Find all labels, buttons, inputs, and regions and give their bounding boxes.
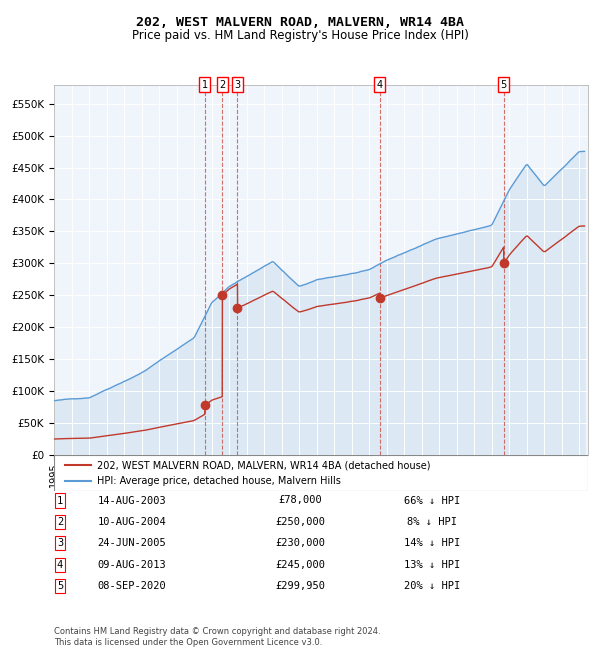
Text: 10-AUG-2004: 10-AUG-2004 — [98, 517, 166, 527]
Text: 1: 1 — [57, 495, 63, 506]
Text: 202, WEST MALVERN ROAD, MALVERN, WR14 4BA: 202, WEST MALVERN ROAD, MALVERN, WR14 4B… — [136, 16, 464, 29]
Text: 3: 3 — [57, 538, 63, 549]
Text: £299,950: £299,950 — [275, 581, 325, 592]
Text: Price paid vs. HM Land Registry's House Price Index (HPI): Price paid vs. HM Land Registry's House … — [131, 29, 469, 42]
Text: 2: 2 — [219, 79, 226, 90]
Text: £230,000: £230,000 — [275, 538, 325, 549]
Text: £78,000: £78,000 — [278, 495, 322, 506]
Text: 3: 3 — [235, 79, 241, 90]
Text: HPI: Average price, detached house, Malvern Hills: HPI: Average price, detached house, Malv… — [97, 476, 341, 486]
Text: £245,000: £245,000 — [275, 560, 325, 570]
Text: 24-JUN-2005: 24-JUN-2005 — [98, 538, 166, 549]
Text: 8% ↓ HPI: 8% ↓ HPI — [407, 517, 457, 527]
Text: Contains HM Land Registry data © Crown copyright and database right 2024.
This d: Contains HM Land Registry data © Crown c… — [54, 627, 380, 647]
Text: 4: 4 — [57, 560, 63, 570]
Text: £250,000: £250,000 — [275, 517, 325, 527]
Text: 09-AUG-2013: 09-AUG-2013 — [98, 560, 166, 570]
Text: 5: 5 — [500, 79, 507, 90]
Text: 202, WEST MALVERN ROAD, MALVERN, WR14 4BA (detached house): 202, WEST MALVERN ROAD, MALVERN, WR14 4B… — [97, 460, 430, 470]
Text: 66% ↓ HPI: 66% ↓ HPI — [404, 495, 460, 506]
FancyBboxPatch shape — [54, 455, 588, 491]
Text: 14% ↓ HPI: 14% ↓ HPI — [404, 538, 460, 549]
Text: 2: 2 — [57, 517, 63, 527]
Text: 14-AUG-2003: 14-AUG-2003 — [98, 495, 166, 506]
Text: 08-SEP-2020: 08-SEP-2020 — [98, 581, 166, 592]
Text: 5: 5 — [57, 581, 63, 592]
Text: 4: 4 — [377, 79, 383, 90]
Text: 20% ↓ HPI: 20% ↓ HPI — [404, 581, 460, 592]
Text: 1: 1 — [202, 79, 208, 90]
Text: 13% ↓ HPI: 13% ↓ HPI — [404, 560, 460, 570]
